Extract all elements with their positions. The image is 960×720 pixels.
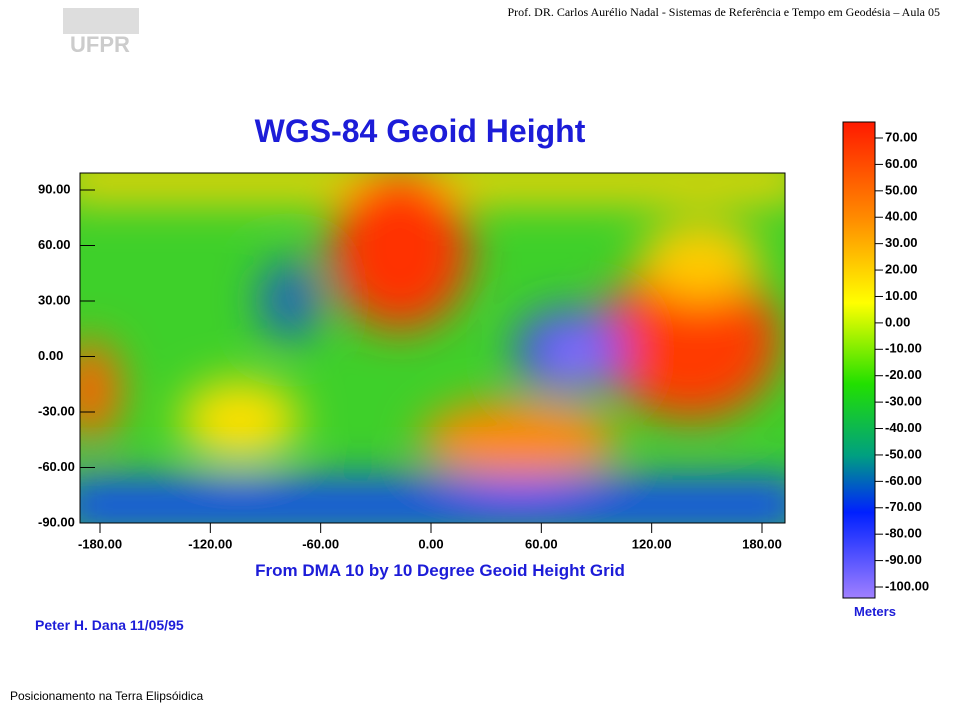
y-tick-label: -30.00	[38, 403, 75, 418]
colorbar-tick-label: 60.00	[885, 156, 918, 171]
colorbar-tick-label: -40.00	[885, 420, 922, 435]
x-tick-label: -60.00	[302, 536, 339, 551]
colorbar-tick-label: -10.00	[885, 341, 922, 356]
x-tick-label: 60.00	[525, 536, 558, 551]
y-tick-label: -90.00	[38, 514, 75, 529]
colorbar-tick-label: -90.00	[885, 552, 922, 567]
colorbar-unit: Meters	[854, 604, 896, 619]
colorbar-tick-label: -20.00	[885, 367, 922, 382]
x-tick-label: 180.00	[742, 536, 782, 551]
colorbar-tick-label: 30.00	[885, 235, 918, 250]
colorbar-tick-label: -70.00	[885, 499, 922, 514]
colorbar-tick-label: -100.00	[885, 578, 929, 593]
y-tick-label: 0.00	[38, 348, 63, 363]
y-tick-label: 90.00	[38, 181, 71, 196]
header-text: Prof. DR. Carlos Aurélio Nadal - Sistema…	[508, 5, 941, 19]
colorbar-tick-label: -60.00	[885, 473, 922, 488]
x-tick-label: -180.00	[78, 536, 122, 551]
geoid-map	[80, 173, 785, 523]
colorbar-tick-label: 0.00	[885, 314, 910, 329]
map-subtitle: From DMA 10 by 10 Degree Geoid Height Gr…	[255, 561, 625, 580]
colorbar-tick-label: -50.00	[885, 446, 922, 461]
logo: UFPR	[63, 8, 139, 57]
colorbar-tick-label: -80.00	[885, 526, 922, 541]
author: Peter H. Dana 11/05/95	[35, 617, 184, 633]
colorbar-tick-label: 70.00	[885, 129, 918, 144]
logo-text: UFPR	[70, 32, 130, 57]
y-tick-label: 30.00	[38, 292, 71, 307]
colorbar-tick-label: 10.00	[885, 288, 918, 303]
colorbar-tick-label: 40.00	[885, 209, 918, 224]
map-title: WGS-84 Geoid Height	[255, 113, 586, 149]
colorbar-tick-label: 20.00	[885, 261, 918, 276]
x-tick-label: -120.00	[188, 536, 232, 551]
footer: Posicionamento na Terra Elipsóidica	[10, 689, 204, 703]
y-tick-label: -60.00	[38, 459, 75, 474]
x-tick-label: 0.00	[418, 536, 443, 551]
colorbar-tick-label: 50.00	[885, 182, 918, 197]
y-tick-label: 60.00	[38, 237, 71, 252]
colorbar	[842, 121, 876, 599]
x-tick-label: 120.00	[632, 536, 672, 551]
colorbar-tick-label: -30.00	[885, 394, 922, 409]
